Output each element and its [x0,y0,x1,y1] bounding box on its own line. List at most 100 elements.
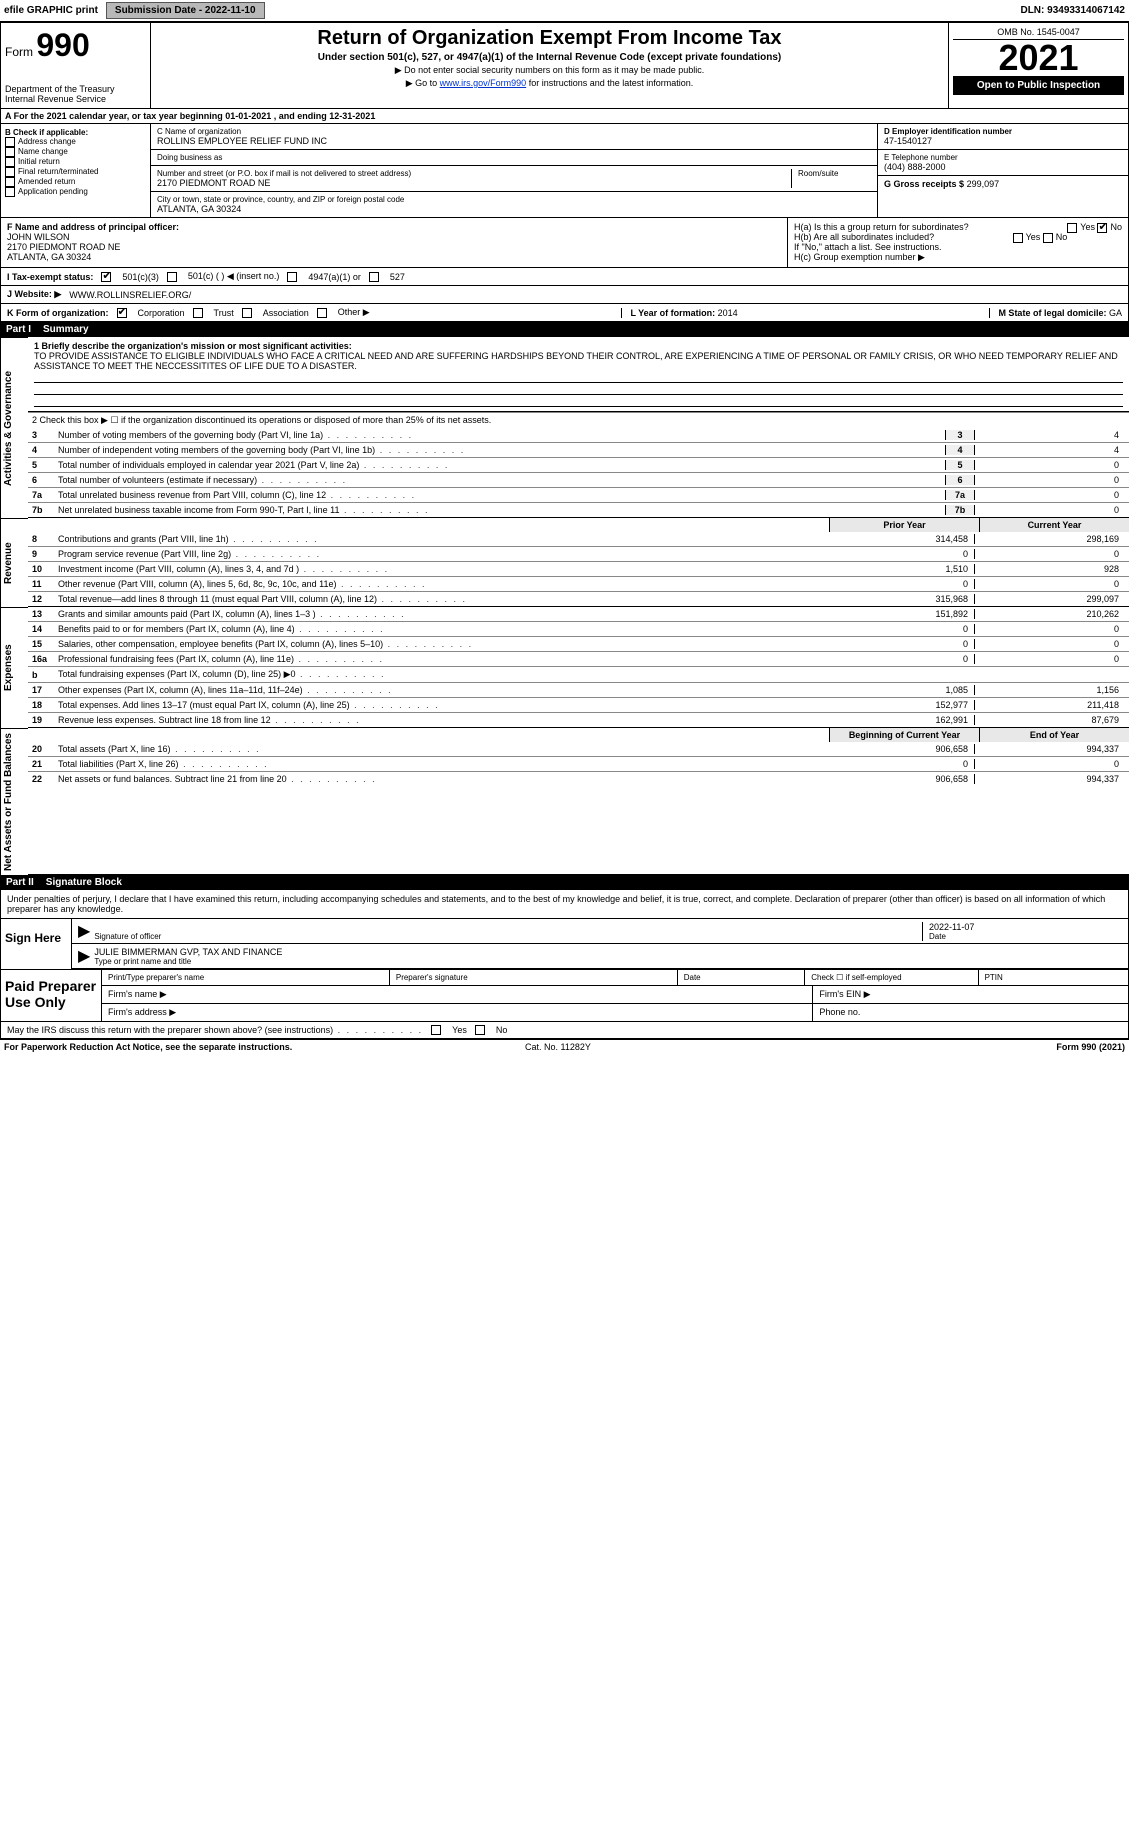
current-year-hdr: Current Year [979,518,1129,532]
goto-note: ▶ Go to www.irs.gov/Form990 for instruct… [155,78,944,89]
current-year-val: 0 [975,654,1125,664]
current-year-val: 928 [975,564,1125,574]
financial-line: 16a Professional fundraising fees (Part … [28,651,1129,666]
line-desc: Total assets (Part X, line 16) [58,744,825,754]
state-domicile: GA [1109,308,1122,318]
chk-corp[interactable] [117,308,127,318]
hb-yes-lbl: Yes [1026,232,1041,242]
lbl-assoc: Association [263,308,309,318]
firm-name-label: Firm's name ▶ [102,986,813,1003]
line-val: 0 [975,475,1125,485]
sig-date-val: 2022-11-07 [929,922,1122,932]
prep-sig-label: Preparer's signature [390,970,678,985]
line-desc: Total unrelated business revenue from Pa… [58,490,945,500]
vlabel-netassets: Net Assets or Fund Balances [0,728,28,875]
current-year-val: 1,156 [975,685,1125,695]
chk-amended[interactable] [5,177,15,187]
officer-label: F Name and address of principal officer: [7,222,781,232]
line-num: 17 [32,685,58,695]
chk-501c[interactable] [167,272,177,282]
chk-assoc[interactable] [242,308,252,318]
financial-line: 18 Total expenses. Add lines 13–17 (must… [28,697,1129,712]
governance-line: 7a Total unrelated business revenue from… [28,487,1129,502]
line-desc: Number of independent voting members of … [58,445,945,455]
chk-name[interactable] [5,147,15,157]
sign-here-label: Sign Here [1,919,71,969]
governance-line: 6 Total number of volunteers (estimate i… [28,472,1129,487]
prior-year-val: 151,892 [825,609,975,619]
irs-label: Internal Revenue Service [5,94,146,104]
line-box: 4 [945,445,975,455]
ein-value: 47-1540127 [884,136,1122,146]
line-num: 7b [32,505,58,515]
dept-label: Department of the Treasury [5,84,146,94]
vlabel-expenses: Expenses [0,607,28,728]
website-value: WWW.ROLLINSRELIEF.ORG/ [69,290,191,300]
line-box: 7a [945,490,975,500]
hb-label: H(b) Are all subordinates included? [794,232,934,242]
lbl-amended: Amended return [18,177,75,186]
submission-date-button[interactable]: Submission Date - 2022-11-10 [106,2,265,19]
line-val: 4 [975,430,1125,440]
sign-here-row: Sign Here ▶ Signature of officer 2022-11… [1,919,1128,969]
prep-name-label: Print/Type preparer's name [102,970,390,985]
line-desc: Total number of individuals employed in … [58,460,945,470]
col-d-ein-phone: D Employer identification number 47-1540… [878,124,1128,217]
ha-no[interactable] [1097,223,1107,233]
lbl-4947: 4947(a)(1) or [308,272,361,282]
lbl-527: 527 [390,272,405,282]
discuss-yes[interactable] [431,1025,441,1035]
chk-pending[interactable] [5,187,15,197]
firm-phone-label: Phone no. [813,1004,1128,1021]
sig-arrow-1: ▶ [78,921,90,941]
line-desc: Total fundraising expenses (Part IX, col… [58,669,825,680]
pycy-header-rev: Prior Year Current Year [28,518,1129,532]
tax-year: 2021 [953,40,1124,76]
state-domicile-label: M State of legal domicile: [998,308,1106,318]
hb-no[interactable] [1043,233,1053,243]
typed-name: JULIE BIMMERMAN GVP, TAX AND FINANCE [94,947,1122,957]
sig-date-label: Date [929,932,1122,941]
prior-year-val: 0 [825,624,975,634]
form-header: Form 990 Department of the Treasury Inte… [0,22,1129,109]
blank-line-2 [34,383,1123,395]
group-return-block: H(a) Is this a group return for subordin… [788,218,1128,267]
discuss-no-lbl: No [496,1025,508,1035]
city-label: City or town, state or province, country… [157,195,871,204]
prep-self-label: Check ☐ if self-employed [805,970,978,985]
chk-other[interactable] [317,308,327,318]
paperwork-notice: For Paperwork Reduction Act Notice, see … [4,1042,292,1052]
chk-4947[interactable] [287,272,297,282]
goto-post: for instructions and the latest informat… [529,78,694,88]
chk-final[interactable] [5,167,15,177]
chk-527[interactable] [369,272,379,282]
chk-initial[interactable] [5,157,15,167]
line-desc: Other revenue (Part VIII, column (A), li… [58,579,825,589]
line-box: 6 [945,475,975,485]
line-val: 4 [975,445,1125,455]
ha-yes-lbl: Yes [1080,222,1095,232]
ha-label: H(a) Is this a group return for subordin… [794,222,969,232]
financial-line: 22 Net assets or fund balances. Subtract… [28,771,1129,786]
prep-date-label: Date [678,970,806,985]
form-number: 990 [36,27,89,63]
line-box: 5 [945,460,975,470]
line-num: 4 [32,445,58,455]
financial-line: 8 Contributions and grants (Part VIII, l… [28,532,1129,546]
line-num: b [32,670,58,680]
current-year-val: 0 [975,639,1125,649]
hb-yes[interactable] [1013,233,1023,243]
chk-address[interactable] [5,137,15,147]
chk-501c3[interactable] [101,272,111,282]
line-desc: Total revenue—add lines 8 through 11 (mu… [58,594,825,604]
discuss-no[interactable] [475,1025,485,1035]
irs-link[interactable]: www.irs.gov/Form990 [440,78,527,88]
line-desc: Benefits paid to or for members (Part IX… [58,624,825,634]
form-ref: Form 990 (2021) [1056,1042,1125,1052]
chk-trust[interactable] [193,308,203,318]
blank-line-3 [34,395,1123,407]
ha-yes[interactable] [1067,223,1077,233]
dln-label: DLN: 93493314067142 [1020,5,1125,16]
line-desc: Number of voting members of the governin… [58,430,945,440]
current-year-val: 299,097 [975,594,1125,604]
